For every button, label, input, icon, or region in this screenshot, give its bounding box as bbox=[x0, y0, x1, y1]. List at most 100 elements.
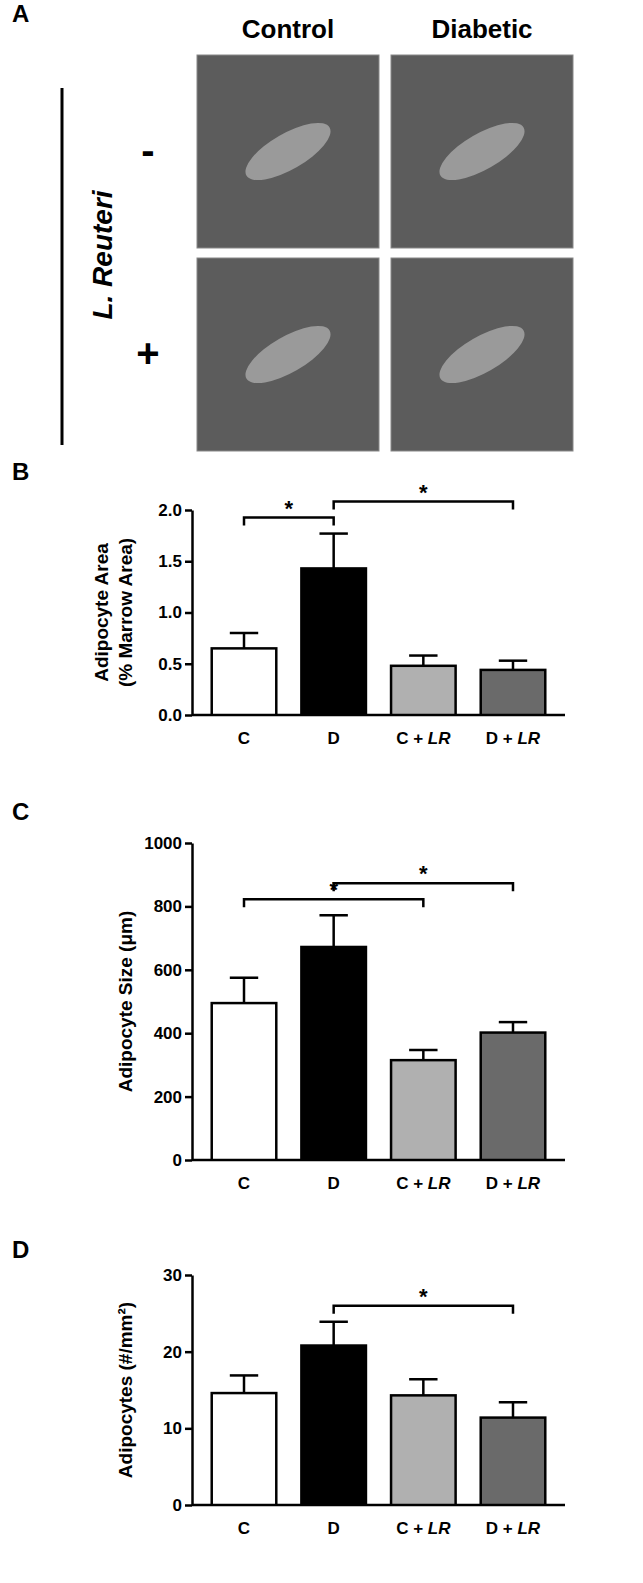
tick-mark bbox=[185, 561, 192, 564]
tick: C + LR bbox=[396, 1160, 451, 1193]
tick-label: C + LR bbox=[396, 1519, 451, 1538]
significance-label: * bbox=[419, 861, 428, 886]
bar bbox=[391, 666, 456, 715]
tick: 0.5 bbox=[158, 655, 192, 674]
error-cap bbox=[319, 532, 347, 535]
error-cap bbox=[499, 1401, 527, 1404]
bar bbox=[391, 1395, 456, 1505]
tick-label: D + LR bbox=[486, 729, 541, 748]
error-bar bbox=[512, 1022, 515, 1032]
tick-label: 400 bbox=[154, 1024, 182, 1043]
tick-label: C bbox=[238, 1519, 250, 1538]
column-title: Diabetic bbox=[431, 14, 532, 44]
micrograph-trabecula bbox=[237, 112, 338, 191]
axis-line bbox=[191, 1276, 194, 1506]
tick: C + LR bbox=[396, 1505, 451, 1538]
error-cap bbox=[230, 976, 258, 979]
error-cap bbox=[409, 1378, 437, 1381]
tick: D + LR bbox=[486, 715, 541, 748]
tick-mark bbox=[185, 969, 192, 972]
micrograph bbox=[391, 55, 573, 248]
axis-title: (% Marrow Area) bbox=[115, 538, 136, 687]
plot-area bbox=[212, 1322, 546, 1505]
tick-label: 20 bbox=[163, 1343, 182, 1362]
bar-chart: CAdipocyte Size (μm)02004006008001000CDC… bbox=[12, 798, 565, 1193]
tick-label: 10 bbox=[163, 1419, 182, 1438]
micrograph-trabecula bbox=[431, 315, 532, 394]
panel-label: D bbox=[12, 1236, 29, 1263]
tick-mark bbox=[185, 1351, 192, 1354]
tick: C bbox=[238, 1160, 250, 1193]
micrograph bbox=[197, 55, 379, 248]
tick: 1000 bbox=[144, 834, 192, 853]
tick: D + LR bbox=[486, 1505, 541, 1538]
tick: 0 bbox=[173, 1496, 192, 1515]
significance-label: * bbox=[419, 1284, 428, 1309]
bar bbox=[481, 1033, 546, 1160]
plot-area bbox=[212, 915, 546, 1160]
error-bar bbox=[243, 633, 246, 648]
tick: 10 bbox=[163, 1419, 192, 1438]
tick: D bbox=[328, 715, 340, 748]
tick-label: 1.5 bbox=[158, 552, 182, 571]
row-label: - bbox=[141, 128, 154, 172]
tick: 0 bbox=[173, 1151, 192, 1170]
panel-label: A bbox=[12, 0, 29, 27]
error-cap bbox=[230, 1374, 258, 1377]
tick: 600 bbox=[154, 961, 192, 980]
error-cap bbox=[499, 1021, 527, 1024]
tick: 1.0 bbox=[158, 603, 192, 622]
significance-label: * bbox=[419, 480, 428, 505]
tick-mark bbox=[185, 842, 192, 845]
significance-label: * bbox=[285, 496, 294, 521]
tick: D + LR bbox=[486, 1160, 541, 1193]
error-bar bbox=[243, 1375, 246, 1393]
tick-label: C + LR bbox=[396, 1174, 451, 1193]
tick-label: 1.0 bbox=[158, 603, 182, 622]
error-cap bbox=[409, 1049, 437, 1052]
tick-label: 0 bbox=[173, 1151, 182, 1170]
error-bar bbox=[332, 534, 335, 569]
error-bar bbox=[422, 1379, 425, 1395]
axis-title: Adipocytes (#/mm²) bbox=[115, 1302, 136, 1478]
error-cap bbox=[319, 914, 347, 917]
tick-mark bbox=[185, 663, 192, 666]
tick-label: 1000 bbox=[144, 834, 182, 853]
x-axis: CDC + LRD + LR bbox=[192, 1505, 565, 1538]
tick-label: D bbox=[328, 729, 340, 748]
tick: 0.0 bbox=[158, 706, 192, 725]
tick: 200 bbox=[154, 1088, 192, 1107]
error-bar bbox=[332, 915, 335, 947]
tick-label: 200 bbox=[154, 1088, 182, 1107]
error-bar bbox=[422, 1050, 425, 1060]
micrograph-trabecula bbox=[431, 112, 532, 191]
tick-mark bbox=[185, 714, 192, 717]
y-axis: 0.00.51.01.52.0 bbox=[158, 501, 192, 725]
tick-mark bbox=[185, 1096, 192, 1099]
tick-label: C bbox=[238, 729, 250, 748]
tick-mark bbox=[185, 1159, 192, 1162]
tick-mark bbox=[185, 1504, 192, 1507]
tick: 800 bbox=[154, 897, 192, 916]
tick-mark bbox=[185, 612, 192, 615]
tick: 400 bbox=[154, 1024, 192, 1043]
bar-chart: DAdipocytes (#/mm²)0102030CDC + LRD + LR… bbox=[12, 1236, 565, 1538]
error-cap bbox=[230, 632, 258, 635]
tick-label: C + LR bbox=[396, 729, 451, 748]
micrograph-trabecula bbox=[237, 315, 338, 394]
error-bar bbox=[332, 1322, 335, 1346]
tick-label: D bbox=[328, 1174, 340, 1193]
axis-line bbox=[191, 844, 194, 1161]
panel-label: B bbox=[12, 458, 29, 485]
tick-label: 0 bbox=[173, 1496, 182, 1515]
bar bbox=[212, 1393, 277, 1505]
tick: C bbox=[238, 715, 250, 748]
x-axis: C D C + LR D + LR bbox=[192, 1160, 565, 1193]
tick-label: C bbox=[238, 1174, 250, 1193]
error-bar bbox=[243, 978, 246, 1003]
bar bbox=[481, 1418, 546, 1505]
tick: D bbox=[328, 1160, 340, 1193]
tick-label: 0.5 bbox=[158, 655, 182, 674]
x-axis: C D C + LR D + LR bbox=[192, 715, 565, 748]
error-cap bbox=[319, 1321, 347, 1324]
